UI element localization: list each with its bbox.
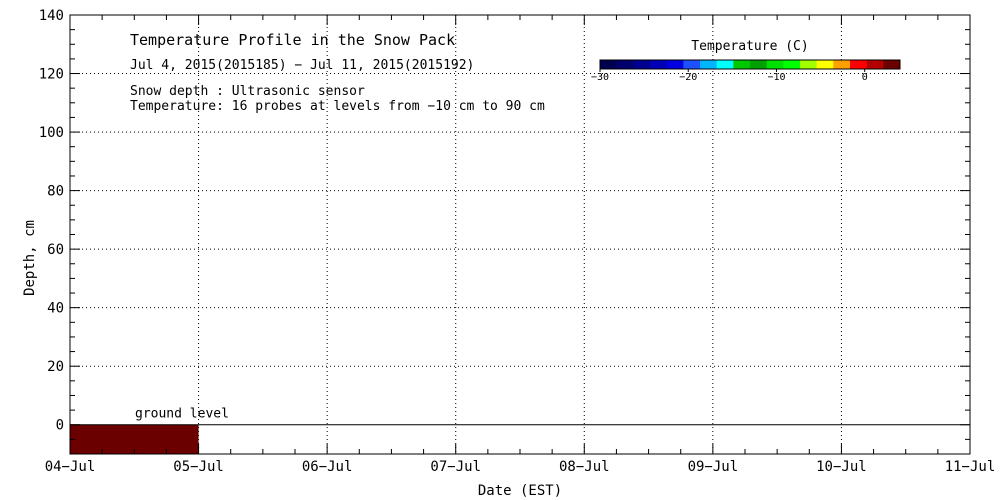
colorbar-ticks: −30 −20 −10 0 — [591, 69, 868, 83]
colorbar-tick-label-3: 0 — [862, 72, 868, 83]
colorbar-swatch-15 — [850, 60, 868, 69]
colorbar-swatch-16 — [866, 60, 884, 69]
x-axis-title: Date (EST) — [478, 483, 562, 499]
colorbar-tick-label-0: −30 — [591, 72, 609, 83]
colorbar-legend: Temperature (C) −30 −20 −10 0 — [591, 39, 901, 83]
colorbar-swatch-6 — [700, 60, 718, 69]
colorbar-swatches — [600, 60, 901, 69]
y-tick-labels: 0 20 40 60 80 100 120 140 — [39, 8, 64, 434]
axis-ticks — [69, 14, 971, 455]
chart-subtitle: Jul 4, 2015(2015185) − Jul 11, 2015(2015… — [130, 58, 474, 73]
x-tick-label-2: 06−Jul — [302, 459, 353, 475]
y-tick-label-60: 60 — [47, 242, 64, 258]
colorbar-swatch-4 — [666, 60, 684, 69]
colorbar-tick-label-1: −20 — [679, 72, 697, 83]
y-axis-title: Depth, cm — [22, 220, 38, 296]
x-tick-label-4: 08−Jul — [559, 459, 610, 475]
colorbar-swatch-3 — [650, 60, 668, 69]
y-tick-label-100: 100 — [39, 125, 64, 141]
colorbar-swatch-0 — [600, 60, 618, 69]
x-tick-label-7: 11−Jul — [945, 459, 996, 475]
colorbar-swatch-11 — [783, 60, 801, 69]
y-tick-label-20: 20 — [47, 359, 64, 375]
colorbar-swatch-10 — [766, 60, 784, 69]
note-snow-depth: Snow depth : Ultrasonic sensor — [130, 84, 365, 99]
chart-title: Temperature Profile in the Snow Pack — [130, 31, 455, 49]
grid — [70, 15, 970, 454]
y-tick-label-120: 120 — [39, 67, 64, 83]
y-tick-label-140: 140 — [39, 8, 64, 24]
x-tick-label-5: 09−Jul — [688, 459, 739, 475]
colorbar-swatch-9 — [750, 60, 768, 69]
y-tick-label-0: 0 — [56, 418, 64, 434]
y-tick-label-40: 40 — [47, 301, 64, 317]
y-tick-label-80: 80 — [47, 184, 64, 200]
x-tick-label-3: 07−Jul — [430, 459, 481, 475]
colorbar-swatch-8 — [733, 60, 751, 69]
colorbar-swatch-13 — [816, 60, 834, 69]
colorbar-swatch-14 — [833, 60, 851, 69]
colorbar-tick-label-2: −10 — [767, 72, 785, 83]
ground-level-label: ground level — [135, 407, 229, 422]
x-tick-label-0: 04−Jul — [45, 459, 96, 475]
colorbar-swatch-2 — [633, 60, 651, 69]
note-temperature-probes: Temperature: 16 probes at levels from −1… — [130, 99, 545, 114]
x-tick-labels: 04−Jul 05−Jul 06−Jul 07−Jul 08−Jul 09−Jul 10−J… — [45, 459, 996, 475]
colorbar-swatch-7 — [716, 60, 734, 69]
x-tick-label-1: 05−Jul — [173, 459, 224, 475]
plot-frame — [69, 14, 971, 455]
colorbar-swatch-17 — [883, 60, 901, 69]
colorbar-title: Temperature (C) — [691, 39, 808, 54]
colorbar-frame — [599, 59, 901, 70]
colorbar-swatch-5 — [683, 60, 701, 69]
x-tick-label-6: 10−Jul — [816, 459, 867, 475]
colorbar-swatch-12 — [800, 60, 818, 69]
colorbar-swatch-1 — [616, 60, 634, 69]
